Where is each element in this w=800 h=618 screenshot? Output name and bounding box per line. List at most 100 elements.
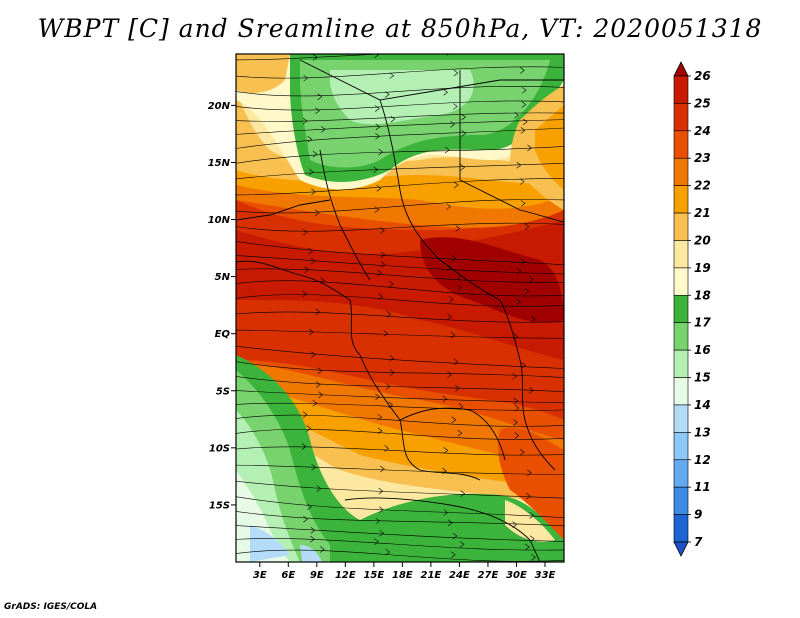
- streamline-arrow: [529, 535, 535, 543]
- wbpt-field: [236, 54, 564, 562]
- streamline-arrow: [380, 251, 386, 258]
- country-borders: [236, 59, 564, 562]
- colorbar-label: 13: [694, 425, 711, 439]
- streamline: [236, 311, 564, 323]
- streamline-arrow: [443, 89, 449, 96]
- streamline: [236, 255, 564, 275]
- streamline-arrow: [444, 146, 450, 154]
- streamline-arrow: [442, 395, 448, 403]
- streamline-arrow: [316, 485, 322, 492]
- streamline-arrow: [389, 369, 395, 376]
- colorbar-label: 16: [694, 343, 711, 357]
- border-line: [236, 260, 481, 481]
- streamline-arrow: [514, 432, 520, 439]
- colorbar-segment: [673, 349, 689, 378]
- lat-tick-label: 10N: [208, 215, 231, 226]
- colorbar-top-arrow: [673, 61, 689, 77]
- streamline-arrow: [452, 532, 458, 540]
- lon-tick-label: 9E: [310, 570, 324, 581]
- streamline-arrow: [524, 223, 530, 231]
- streamline: [236, 54, 384, 61]
- colorbar-segment: [673, 267, 689, 296]
- streamline-arrow: [301, 443, 307, 450]
- streamline-arrow: [514, 404, 520, 412]
- streamline-arrow: [375, 133, 380, 140]
- streamline-arrow: [443, 447, 449, 454]
- streamline-arrow: [302, 290, 307, 298]
- streamline-arrow: [521, 47, 525, 53]
- streamline-arrow: [451, 254, 457, 262]
- streamline-arrow: [312, 399, 318, 407]
- field-se-19: [505, 500, 555, 542]
- field-se-23: [498, 427, 564, 540]
- colorbar-label: 26: [694, 69, 711, 83]
- streamline-arrow: [450, 551, 456, 558]
- streamline-arrow: [524, 287, 530, 295]
- streamline-arrow: [375, 393, 380, 401]
- streamline-arrow: [303, 74, 309, 82]
- streamline: [236, 100, 564, 111]
- streamline-arrow: [526, 469, 532, 476]
- streamline-arrow: [521, 86, 527, 94]
- streamline-arrow: [520, 67, 525, 74]
- streamline: [236, 428, 564, 440]
- colorbar-bottom-arrow: [673, 541, 689, 557]
- colorbar: 26 25 24 23 22 21 20 19 18 17 16 15 14 13 12 11 9 7: [673, 61, 711, 557]
- streamline-arrow: [519, 449, 525, 456]
- colorbar-label: 25: [694, 96, 711, 110]
- lat-tick-label: 5S: [216, 386, 230, 397]
- colorbar-label: 20: [694, 233, 711, 247]
- colorbar-label: 21: [694, 206, 711, 220]
- streamline-arrow: [373, 166, 379, 173]
- colorbar-segment: [673, 377, 689, 406]
- field-south-13: [250, 525, 290, 562]
- streamline: [236, 361, 564, 378]
- streamline-arrow: [389, 354, 394, 362]
- streamline-arrow: [516, 298, 521, 306]
- streamline-arrow: [374, 105, 380, 112]
- border-line: [236, 199, 331, 221]
- streamline-arrow: [460, 164, 466, 171]
- streamline-arrow: [521, 101, 527, 108]
- streamline-arrow: [521, 362, 526, 369]
- streamline-arrow: [451, 416, 457, 424]
- streamline-arrow: [302, 228, 308, 236]
- field-south-17: [236, 355, 564, 562]
- streamline-arrow: [317, 367, 323, 375]
- streamline-arrow: [384, 91, 390, 98]
- lat-tick-label: 20N: [208, 101, 231, 112]
- field-core-26: [420, 237, 564, 323]
- streamline: [236, 146, 564, 164]
- streamline-arrow: [460, 490, 466, 497]
- streamline: [236, 525, 564, 542]
- streamline-arrow: [528, 275, 534, 283]
- streamline-arrow: [313, 54, 318, 61]
- streamline-arrow: [310, 257, 316, 265]
- streamline-arrow: [453, 69, 459, 77]
- streamline-arrow: [374, 206, 380, 213]
- streamline-arrow: [378, 293, 383, 300]
- streamline-arrow: [307, 135, 313, 143]
- streamline: [236, 390, 564, 404]
- colorbar-label: 11: [694, 480, 711, 494]
- credit-text: GrADS: IGES/COLA: [4, 602, 98, 612]
- streamline-arrow: [310, 527, 316, 534]
- streamline-arrow: [525, 543, 530, 551]
- streamline-arrow: [315, 381, 321, 388]
- colorbar-label: 14: [694, 398, 711, 412]
- streamline-arrow: [380, 227, 385, 234]
- field-north-15: [330, 70, 474, 125]
- streamline-arrow: [385, 383, 391, 390]
- colorbar-label: 9: [694, 508, 702, 522]
- streamline-arrow: [389, 280, 394, 288]
- map-title: WBPT [C] and Sreamline at 850hPa, VT: 20…: [37, 14, 763, 43]
- streamline-arrow: [447, 519, 453, 527]
- border-line: [299, 59, 564, 101]
- streamline-arrow: [453, 358, 459, 366]
- streamline-arrow: [447, 371, 452, 378]
- colorbar-segment: [673, 157, 689, 186]
- streamline-arrow: [461, 113, 466, 121]
- streamline: [236, 414, 564, 427]
- streamline-arrow: [447, 264, 452, 271]
- colorbar-segment: [673, 322, 689, 351]
